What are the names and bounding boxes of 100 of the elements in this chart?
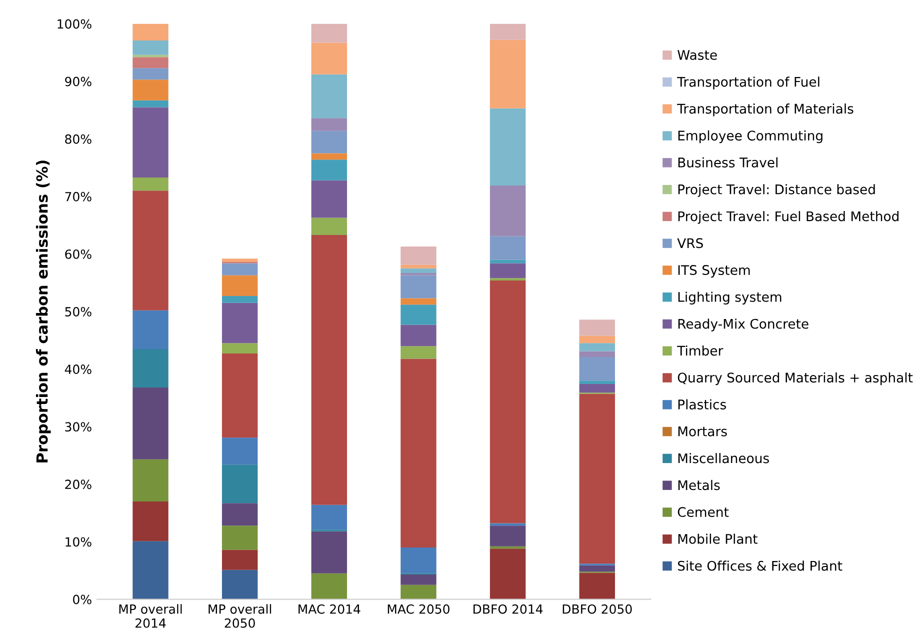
bar: [222, 354, 258, 438]
legend-label: Lighting system: [678, 292, 782, 304]
bar: [490, 24, 526, 40]
legend-label: Site Offices & Fixed Plant: [678, 560, 842, 571]
y-tick-label: 100%: [58, 19, 92, 29]
bar: [400, 264, 436, 268]
bar: [579, 343, 615, 352]
bar: [400, 272, 436, 276]
bar: [222, 503, 258, 526]
bar: [222, 526, 258, 550]
bar: [490, 526, 526, 546]
bar: [490, 236, 526, 260]
legend-label: Transportation of Materials: [677, 103, 854, 116]
y-tick-label: 80%: [65, 134, 92, 144]
bar: [400, 268, 436, 273]
legend-label: Waste: [678, 50, 717, 60]
y-tick-label: 20%: [65, 480, 92, 490]
bar: [311, 180, 348, 218]
x-tick-label: DBFO 2050: [562, 604, 632, 614]
bar: [311, 573, 348, 600]
bar: [222, 438, 258, 465]
bar: [132, 501, 168, 542]
bar: [490, 40, 526, 108]
bar: [311, 74, 348, 118]
bar: [311, 234, 348, 505]
bar: [222, 550, 258, 570]
legend-label: Plastics: [678, 399, 726, 410]
bar: [400, 574, 436, 585]
x-tick-label: MP overall 2014: [119, 604, 182, 628]
bar: [311, 531, 348, 574]
legend-label: Miscellaneous: [678, 453, 769, 464]
bar: [222, 258, 258, 262]
legend-label: Mobile Plant: [678, 534, 758, 544]
x-tick-label: MAC 2014: [298, 604, 360, 614]
x-tick-label: MAC 2050: [388, 604, 450, 614]
y-axis-title: Proportion of carbon emissions (%): [36, 160, 51, 462]
bar: [579, 384, 615, 393]
y-tick-label: 0%: [73, 594, 92, 604]
y-tick-label: 50%: [65, 307, 92, 316]
legend-label: Metals: [678, 480, 720, 490]
bar: [579, 351, 615, 357]
bar: [132, 57, 168, 68]
bar: [311, 218, 348, 235]
x-tick-label: MP overall 2050: [208, 604, 272, 628]
bar: [400, 547, 436, 574]
bar: [579, 380, 615, 384]
bar: [400, 246, 436, 265]
legend-label: Ready-Mix Concrete: [678, 318, 808, 332]
bar: [132, 100, 168, 108]
bar: [490, 260, 526, 264]
y-tick-label: 70%: [65, 192, 92, 202]
bar: [490, 186, 526, 236]
bar: [400, 324, 436, 346]
bar: [132, 541, 168, 600]
bar: [579, 336, 615, 344]
bar: [132, 310, 168, 349]
bar: [132, 40, 168, 55]
legend-label: Mortars: [678, 426, 727, 436]
bar: [311, 42, 348, 74]
bar: [579, 572, 615, 600]
legend-label: Project Travel: Fuel Based Method: [678, 211, 898, 224]
bar: [132, 80, 168, 100]
bar: [222, 464, 258, 504]
bar: [400, 298, 436, 305]
legend-label: Cement: [678, 507, 729, 518]
bar: [311, 24, 348, 43]
legend-label: Timber: [677, 345, 724, 356]
bar: [579, 320, 615, 336]
legend-label: Quarry Sourced Materials + asphalt: [678, 372, 913, 386]
legend-label: Project Travel: Distance based: [678, 184, 875, 197]
bar: [400, 584, 436, 600]
bar: [490, 548, 526, 600]
legend-label: VRS: [677, 238, 703, 248]
bar: [490, 108, 526, 186]
bar: [579, 394, 615, 564]
y-tick-label: 30%: [65, 422, 92, 432]
bar: [132, 177, 168, 191]
bar: [311, 160, 348, 180]
bar: [222, 263, 258, 276]
bar: [132, 107, 168, 178]
legend-label: Employee Commuting: [678, 130, 822, 144]
bar: [490, 280, 526, 524]
bar: [400, 275, 436, 298]
y-tick-label: 40%: [64, 364, 92, 374]
bar: [222, 275, 258, 296]
bar: [222, 302, 258, 344]
bar: [311, 130, 348, 154]
legend-label: Transportation of Fuel: [677, 76, 820, 90]
bar: [311, 153, 348, 160]
bar: [400, 304, 436, 325]
y-tick-label: 10%: [66, 537, 92, 547]
legend-label: ITS System: [678, 265, 750, 278]
bar: [579, 356, 615, 381]
y-tick-label: 90%: [65, 76, 92, 86]
bar: [579, 565, 615, 572]
bar: [132, 24, 168, 40]
legend-label: Business Travel: [678, 157, 778, 168]
bar: [132, 348, 168, 388]
bar: [490, 263, 526, 278]
bar: [311, 504, 348, 530]
